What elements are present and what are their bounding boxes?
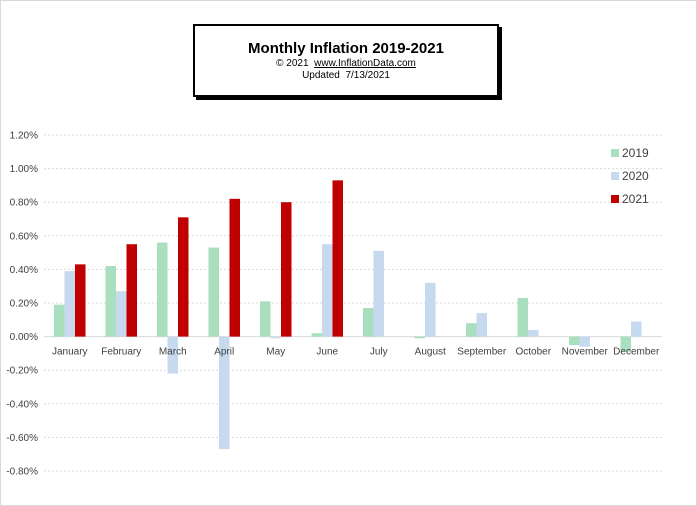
bar-2019-december (620, 336, 631, 352)
bar-2019-july (363, 308, 374, 337)
bar-2020-august (425, 282, 436, 337)
bar-2019-january (54, 304, 65, 337)
updated-label: Updated (302, 70, 340, 81)
legend-swatch-2020 (611, 172, 619, 180)
x-category-label: September (457, 347, 507, 358)
bar-2020-november (579, 336, 590, 347)
y-tick-label: 0.60% (10, 231, 38, 242)
x-category-label: June (316, 347, 338, 358)
bar-2021-march (178, 217, 189, 337)
copyright-text: © 2021 (276, 58, 309, 69)
y-tick-label: -0.80% (6, 467, 38, 478)
y-tick-label: 0.80% (10, 198, 38, 209)
bar-2019-november (569, 336, 580, 345)
y-tick-label: 0.20% (10, 299, 38, 310)
y-tick-label: -0.60% (6, 433, 38, 444)
bar-2021-february (126, 244, 137, 337)
chart-title: Monthly Inflation 2019-2021 (248, 40, 444, 57)
legend-swatch-2019 (611, 149, 619, 157)
y-tick-label: -0.40% (6, 399, 38, 410)
legend-swatch-2021 (611, 195, 619, 203)
bar-2019-september (466, 323, 477, 337)
legend-label-2021: 2021 (622, 192, 649, 206)
bar-2019-february (105, 266, 116, 337)
bar-2021-june (332, 180, 343, 337)
x-category-label: October (515, 347, 551, 358)
bar-2020-may (270, 336, 281, 339)
copyright-line: © 2021 www.InflationData.com (195, 58, 497, 69)
x-category-label: August (415, 347, 446, 358)
site-link[interactable]: www.InflationData.com (314, 58, 416, 69)
bar-2020-december (631, 321, 642, 337)
title-box: Monthly Inflation 2019-2021 © 2021 www.I… (193, 24, 499, 97)
y-tick-label: 1.20% (10, 131, 38, 142)
bar-2020-march (167, 336, 178, 374)
updated-date: 7/13/2021 (345, 70, 390, 81)
bar-2019-october (517, 297, 528, 337)
x-category-label: May (266, 347, 285, 358)
bar-2021-january (75, 264, 86, 337)
bar-2019-may (260, 301, 271, 337)
legend-label-2019: 2019 (622, 146, 649, 160)
bar-2019-march (157, 242, 168, 337)
bar-2021-april (229, 198, 240, 337)
bar-2020-july (373, 250, 384, 337)
bar-2021-may (281, 202, 292, 337)
updated-line: Updated 7/13/2021 (195, 70, 497, 81)
bar-2020-june (322, 244, 333, 337)
x-category-label: April (214, 347, 234, 358)
bar-2020-september (476, 313, 487, 337)
x-category-label: November (562, 347, 609, 358)
y-tick-label: 0.00% (10, 332, 38, 343)
bar-2020-january (64, 271, 75, 337)
y-tick-label: 0.40% (10, 265, 38, 276)
bar-2019-august (414, 336, 425, 339)
y-tick-label: -0.20% (6, 366, 38, 377)
x-category-label: February (101, 347, 141, 358)
bar-2020-october (528, 329, 539, 337)
x-category-label: March (159, 347, 187, 358)
bar-2019-june (311, 333, 322, 337)
x-category-label: January (52, 347, 88, 358)
x-category-label: December (613, 347, 660, 358)
bar-2020-february (116, 291, 127, 337)
bar-2020-april (219, 336, 230, 450)
y-tick-label: 1.00% (10, 164, 38, 175)
x-category-label: July (370, 347, 388, 358)
bar-2019-april (208, 247, 219, 337)
legend-label-2020: 2020 (622, 169, 649, 183)
